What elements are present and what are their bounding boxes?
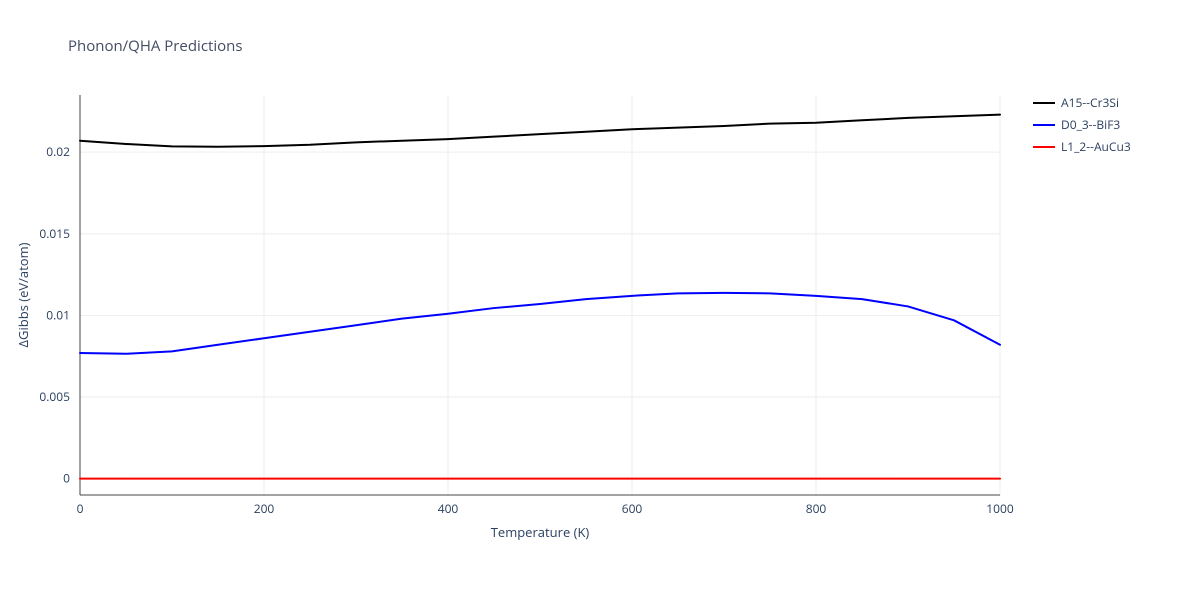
y-tick-label: 0.02 (46, 143, 70, 160)
y-tick-label: 0.005 (39, 388, 70, 405)
legend-item[interactable]: L1_2--AuCu3 (1033, 138, 1131, 155)
series-line (80, 115, 1000, 147)
x-tick-label: 1000 (986, 500, 1014, 517)
legend: A15--Cr3Si D0_3--BiF3 L1_2--AuCu3 (1033, 94, 1131, 160)
x-tick-label: 200 (254, 500, 275, 517)
legend-item[interactable]: D0_3--BiF3 (1033, 116, 1131, 133)
legend-label: A15--Cr3Si (1061, 94, 1119, 111)
y-tick-label: 0 (63, 470, 70, 487)
legend-swatch (1033, 146, 1055, 148)
y-tick-label: 0.01 (46, 306, 70, 323)
x-tick-label: 800 (806, 500, 827, 517)
legend-label: L1_2--AuCu3 (1061, 138, 1131, 155)
legend-item[interactable]: A15--Cr3Si (1033, 94, 1131, 111)
x-tick-label: 400 (438, 500, 459, 517)
y-tick-label: 0.015 (39, 225, 70, 242)
plot-svg: 0 200 400 600 800 1000 0 0.005 0.01 0.015 0.02 Temp… (0, 0, 1200, 600)
legend-swatch (1033, 102, 1055, 104)
x-tick-label: 0 (77, 500, 84, 517)
legend-label: D0_3--BiF3 (1061, 116, 1120, 133)
x-tick-label: 600 (622, 500, 643, 517)
series-line (80, 293, 1000, 354)
x-axis-label: Temperature (K) (491, 523, 590, 541)
legend-swatch (1033, 124, 1055, 126)
y-axis-label: ΔGibbs (eV/atom) (14, 242, 32, 347)
